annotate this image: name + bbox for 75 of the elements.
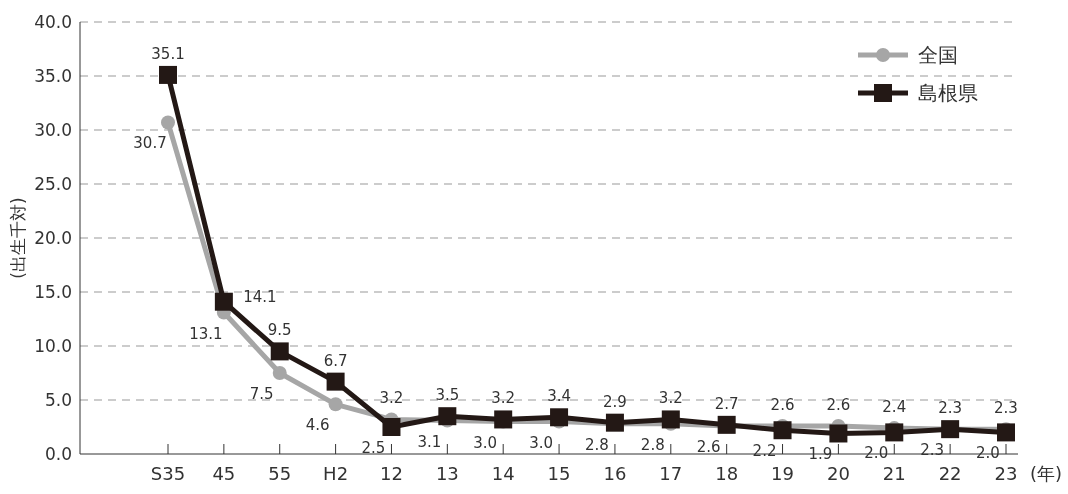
data-label: 2.0 <box>976 444 1000 463</box>
data-label: 3.1 <box>417 432 442 451</box>
legend-label: 全国 <box>918 43 958 67</box>
x-tick-label: 14 <box>491 463 515 484</box>
point <box>829 424 848 443</box>
data-label: 2.6 <box>696 437 721 456</box>
x-tick-label: 18 <box>715 463 739 484</box>
data-label: 4.6 <box>305 416 330 435</box>
x-tick-label: 16 <box>603 463 627 484</box>
point <box>773 421 792 440</box>
data-label: 13.1 <box>189 324 223 343</box>
point <box>661 410 680 429</box>
y-tick-label: 25.0 <box>34 173 72 194</box>
data-label: 3.0 <box>473 433 498 452</box>
data-label: 14.1 <box>243 287 277 306</box>
data-label: 2.5 <box>361 439 386 457</box>
y-tick-label: 0.0 <box>44 443 72 464</box>
point <box>159 65 177 84</box>
point <box>328 397 343 412</box>
point <box>161 115 175 130</box>
x-tick-label: 23 <box>994 463 1018 484</box>
y-tick-label: 30.0 <box>34 119 72 140</box>
data-label: 2.3 <box>920 441 945 460</box>
data-label: 3.4 <box>547 387 571 406</box>
data-label: 2.6 <box>826 395 851 414</box>
point <box>326 372 345 391</box>
y-tick-label: 15.0 <box>34 281 72 302</box>
data-label: 2.3 <box>994 399 1018 418</box>
y-tick-label: 35.0 <box>34 65 72 86</box>
point <box>997 423 1015 442</box>
x-tick-label: 17 <box>659 463 683 484</box>
y-tick-label: 5.0 <box>44 389 72 410</box>
y-tick-label: 40.0 <box>34 11 72 32</box>
data-label: 2.9 <box>603 392 627 411</box>
x-tick-label: H2 <box>323 463 349 484</box>
data-label: 6.7 <box>323 351 348 370</box>
point <box>494 410 513 429</box>
data-label: 9.5 <box>267 321 292 340</box>
data-label: 2.8 <box>585 435 609 454</box>
data-label: 7.5 <box>249 385 274 403</box>
x-tick-label: 12 <box>380 463 403 484</box>
data-label: 30.7 <box>133 134 167 153</box>
x-tick-label: 20 <box>826 463 850 484</box>
data-label: 2.4 <box>882 398 907 417</box>
data-label: 2.6 <box>770 395 795 414</box>
x-tick-label: 45 <box>212 463 236 484</box>
data-label: 3.2 <box>379 389 404 408</box>
point <box>270 342 289 361</box>
data-label: 2.7 <box>714 394 739 413</box>
x-axis-title: (年) <box>1030 463 1063 484</box>
data-label: 2.3 <box>938 399 963 418</box>
data-label: 2.2 <box>752 442 777 461</box>
point <box>272 366 287 380</box>
x-tick-label: 21 <box>882 463 906 484</box>
data-label: 3.0 <box>529 433 553 452</box>
legend-label: 島根県 <box>918 81 978 105</box>
point <box>214 292 233 311</box>
data-label: 1.9 <box>808 445 833 464</box>
point <box>382 418 401 436</box>
data-label: 3.2 <box>491 389 516 408</box>
data-label: 3.2 <box>658 389 683 408</box>
x-tick-label: S35 <box>150 463 186 484</box>
y-tick-label: 10.0 <box>34 335 72 356</box>
point <box>885 423 904 442</box>
x-tick-label: 55 <box>268 463 292 484</box>
data-label: 2.8 <box>640 435 665 454</box>
data-label: 2.0 <box>864 444 889 463</box>
x-tick-label: 22 <box>938 463 962 484</box>
data-label: 35.1 <box>151 44 185 63</box>
y-tick-label: 20.0 <box>34 227 72 248</box>
x-tick-label: 15 <box>547 463 571 484</box>
y-axis-title: (出生千対) <box>8 197 28 279</box>
data-label: 3.5 <box>435 386 460 405</box>
x-tick-label: 19 <box>771 463 794 484</box>
x-tick-label: 13 <box>435 463 459 484</box>
